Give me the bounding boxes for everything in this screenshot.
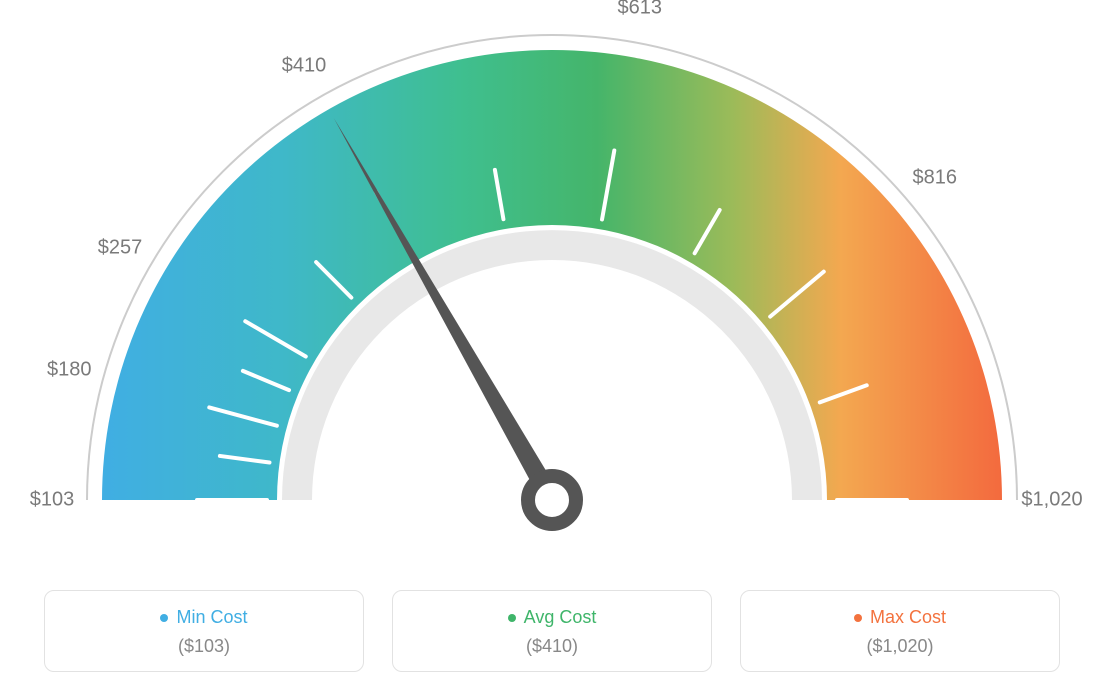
legend-min-value: ($103) xyxy=(55,636,353,657)
legend-dot-max xyxy=(854,614,862,622)
gauge-tick-label: $1,020 xyxy=(1021,489,1082,512)
gauge-tick-label: $410 xyxy=(282,54,327,77)
cost-gauge-chart: $103 $180 $257 $410 $613 $816 $1,020 Min Cost … xyxy=(0,0,1104,690)
gauge-tick-label: $816 xyxy=(913,167,958,190)
gauge-tick-label: $613 xyxy=(618,0,663,19)
legend-min-label-line: Min Cost xyxy=(55,607,353,628)
legend-max-value: ($1,020) xyxy=(751,636,1049,657)
gauge-tick-label: $257 xyxy=(98,237,143,260)
legend-card-avg: Avg Cost ($410) xyxy=(392,590,712,672)
gauge-tick-label: $180 xyxy=(47,358,92,381)
legend-avg-label-line: Avg Cost xyxy=(403,607,701,628)
legend-max-label-line: Max Cost xyxy=(751,607,1049,628)
legend-min-label: Min Cost xyxy=(176,607,247,628)
gauge-area: $103 $180 $257 $410 $613 $816 $1,020 xyxy=(0,0,1104,580)
legend-dot-min xyxy=(160,614,168,622)
legend-dot-avg xyxy=(508,614,516,622)
legend-card-min: Min Cost ($103) xyxy=(44,590,364,672)
legend-row: Min Cost ($103) Avg Cost ($410) Max Cost… xyxy=(0,590,1104,672)
gauge-tick-label: $103 xyxy=(30,489,75,512)
legend-max-label: Max Cost xyxy=(870,607,946,628)
legend-avg-label: Avg Cost xyxy=(524,607,597,628)
legend-card-max: Max Cost ($1,020) xyxy=(740,590,1060,672)
legend-avg-value: ($410) xyxy=(403,636,701,657)
gauge-svg xyxy=(0,0,1104,580)
